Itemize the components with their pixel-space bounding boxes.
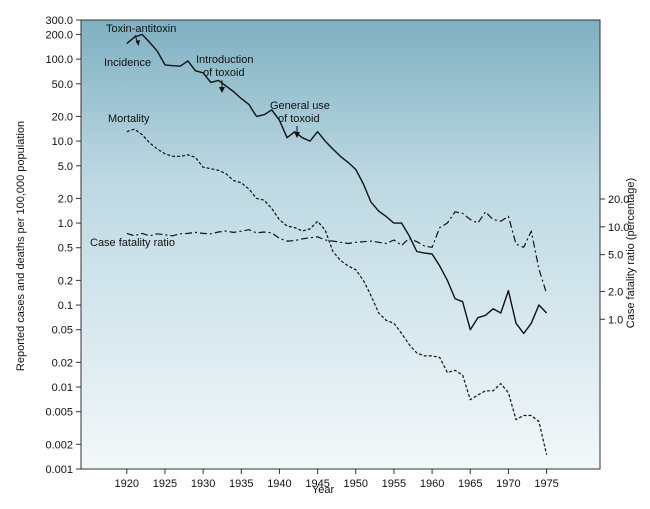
- annotation-general-line1: General use: [270, 100, 330, 112]
- y-tick-label: 20.0: [52, 111, 73, 123]
- x-tick-label: 1940: [267, 478, 291, 490]
- annotation-toxin-arrowhead: [135, 40, 140, 46]
- y2-axis-title: Case fatality ratio (percentage): [625, 178, 637, 328]
- x-axis-ticks: 1920 1925 1930 1935 1940 1945 1950 1955 1960 1965…: [115, 469, 559, 490]
- annotation-general-arrowhead: [294, 132, 300, 138]
- x-tick-label: 1945: [305, 478, 329, 490]
- x-tick-label: 1975: [534, 478, 558, 490]
- y2-tick-label: 2.0: [608, 286, 623, 298]
- x-tick-label: 1930: [191, 478, 215, 490]
- annotation-toxin-antitoxin: Toxin-antitoxin: [106, 23, 176, 35]
- y-tick-label: 0.05: [52, 325, 73, 337]
- y2-tick-label: 10.0: [608, 222, 629, 234]
- y-tick-label: 0.02: [52, 357, 73, 369]
- y2-tick-label: 20.0: [608, 194, 629, 206]
- x-tick-label: 1965: [458, 478, 482, 490]
- series-mortality: [126, 128, 548, 455]
- y-tick-label: 10.0: [52, 136, 73, 148]
- x-tick-label: 1935: [229, 478, 253, 490]
- y-tick-label: 0.5: [58, 243, 73, 255]
- annotation-introduction-arrowhead: [219, 87, 225, 93]
- x-tick-label: 1950: [344, 478, 368, 490]
- y-tick-label: 200.0: [45, 29, 73, 41]
- y-tick-label: 0.001: [45, 464, 73, 476]
- annotation-incidence: Incidence: [104, 57, 151, 69]
- y-tick-label: 0.01: [52, 382, 73, 394]
- series-layer: [126, 33, 548, 455]
- series-case-fatality-ratio: [126, 211, 548, 294]
- y-tick-label: 100.0: [45, 54, 73, 66]
- plot-frame: [80, 19, 601, 470]
- y-tick-label: 0.1: [58, 300, 73, 312]
- annotation-general-line2: of toxoid: [278, 113, 320, 125]
- series-incidence: [126, 33, 548, 335]
- y-tick-label: 300.0: [45, 15, 73, 27]
- annotation-case-fatality: Case fatality ratio: [90, 237, 175, 249]
- y-tick-label: 2.0: [58, 193, 73, 205]
- annotation-introduction-line2: of toxoid: [203, 67, 245, 79]
- x-tick-label: 1920: [115, 478, 139, 490]
- x-tick-label: 1925: [153, 478, 177, 490]
- x-axis-title: Year: [312, 484, 335, 496]
- right-axis-ticks: 20.0 10.0 5.0 2.0 1.0: [600, 194, 629, 326]
- y2-tick-label: 5.0: [608, 250, 623, 262]
- y-tick-label: 0.2: [58, 275, 73, 287]
- y-tick-label: 50.0: [52, 79, 73, 91]
- x-tick-label: 1970: [496, 478, 520, 490]
- y-tick-label: 0.002: [45, 439, 73, 451]
- annotation-mortality: Mortality: [108, 113, 150, 125]
- y-tick-label: 1.0: [58, 218, 73, 230]
- left-axis-ticks: 300.0 200.0 100.0 50.0 20.0 10.0 5.0 2.0 1.0 0.5 0…: [45, 15, 81, 476]
- annotations: Toxin-antitoxin Incidence Introduction o…: [90, 23, 330, 249]
- y2-tick-label: 1.0: [608, 314, 623, 326]
- annotation-introduction-line1: Introduction: [196, 54, 253, 66]
- y-axis-title: Reported cases and deaths per 100,000 po…: [15, 121, 27, 371]
- plot-background: [81, 20, 600, 469]
- x-tick-label: 1955: [382, 478, 406, 490]
- y-tick-label: 5.0: [58, 161, 73, 173]
- y-tick-label: 0.005: [45, 407, 73, 419]
- x-tick-label: 1960: [420, 478, 444, 490]
